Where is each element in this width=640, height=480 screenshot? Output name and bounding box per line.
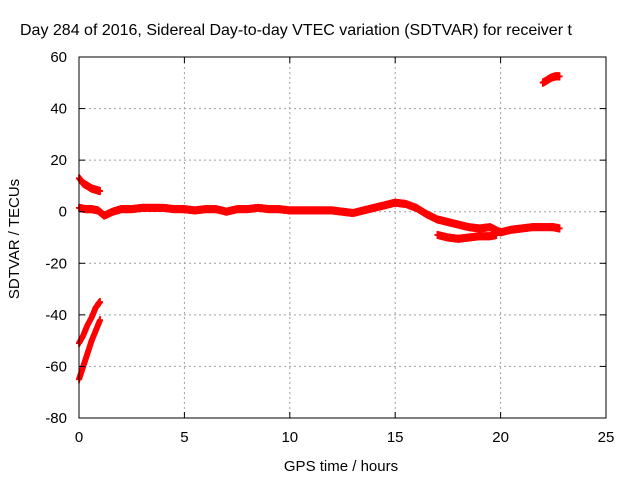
axis-ticks: 0 5 10 15 20 25 -80 -60 -40 -20 0 20 40 60 [45, 49, 614, 446]
x-tick-label: 25 [598, 429, 615, 446]
y-tick-label: -60 [45, 358, 67, 375]
data-point [556, 72, 563, 81]
y-tick-label: -80 [45, 410, 67, 427]
chart-title: Day 284 of 2016, Sidereal Day-to-day VTE… [20, 22, 572, 39]
x-axis-label: GPS time / hours [284, 458, 398, 475]
x-tick-label: 20 [492, 429, 509, 446]
data-point [97, 187, 104, 196]
y-tick-label: 40 [50, 101, 67, 118]
data-point [556, 224, 563, 233]
y-axis-label: SDTVAR / TECUs [6, 179, 23, 299]
x-tick-label: 10 [281, 429, 298, 446]
y-tick-label: 60 [50, 49, 67, 66]
x-tick-label: 15 [387, 429, 404, 446]
y-tick-label: 20 [50, 152, 67, 169]
x-tick-label: 0 [75, 429, 83, 446]
data-marks [76, 72, 563, 384]
y-tick-label: -40 [45, 307, 67, 324]
data-point [97, 316, 104, 325]
grid-lines [79, 57, 606, 418]
data-point [493, 230, 500, 239]
plot-frame [78, 56, 607, 419]
data-point [97, 297, 104, 306]
x-tick-label: 5 [180, 429, 188, 446]
y-tick-label: 0 [59, 204, 67, 221]
y-tick-label: -20 [45, 255, 67, 272]
